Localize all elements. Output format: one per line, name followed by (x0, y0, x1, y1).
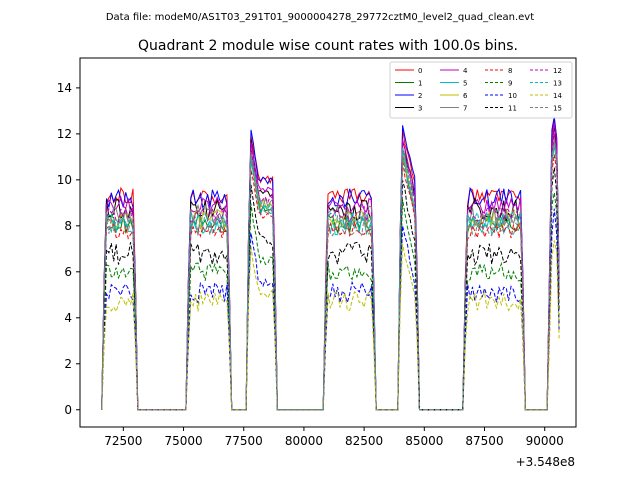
legend-label-0: 0 (418, 67, 422, 75)
legend-label-2: 2 (418, 92, 422, 100)
x-tick-label: 82500 (345, 434, 383, 448)
x-tick-label: 75000 (164, 434, 202, 448)
legend-label-12: 12 (553, 67, 562, 75)
legend-label-8: 8 (508, 67, 512, 75)
x-tick-label: 90000 (526, 434, 564, 448)
legend-box (389, 61, 573, 119)
legend-label-10: 10 (508, 92, 517, 100)
series-line-2 (101, 116, 560, 411)
series-line-0 (101, 119, 560, 411)
legend-label-11: 11 (508, 105, 517, 113)
series-line-15 (101, 139, 560, 411)
y-tick-label: 6 (64, 265, 72, 279)
legend-label-5: 5 (463, 80, 467, 88)
legend-label-7: 7 (463, 105, 467, 113)
y-tick-label: 14 (57, 81, 72, 95)
chart-title: Quadrant 2 module wise count rates with … (138, 38, 518, 54)
series-line-14 (101, 240, 560, 411)
series-line-10 (101, 208, 560, 411)
x-tick-label: 77500 (225, 434, 263, 448)
x-tick-label: 72500 (104, 434, 142, 448)
series-line-13 (101, 142, 560, 411)
plot-frame (79, 57, 577, 428)
y-tick-label: 2 (64, 357, 72, 371)
legend-label-9: 9 (508, 80, 512, 88)
y-tick-label: 8 (64, 219, 72, 233)
series-line-3 (101, 125, 560, 411)
legend-label-4: 4 (463, 67, 468, 75)
legend-label-13: 13 (553, 80, 562, 88)
x-tick-label: 80000 (285, 434, 323, 448)
legend-label-14: 14 (553, 92, 562, 100)
legend-label-6: 6 (463, 92, 468, 100)
y-tick-label: 12 (57, 127, 72, 141)
legend-label-15: 15 (553, 105, 562, 113)
legend-label-1: 1 (418, 80, 422, 88)
y-tick-label: 10 (57, 173, 72, 187)
y-tick-label: 0 (64, 403, 72, 417)
x-offset-label: +3.548e8 (516, 455, 575, 469)
series-line-6 (101, 142, 560, 411)
y-tick-label: 4 (64, 311, 72, 325)
series-line-4 (101, 123, 560, 411)
series-line-1 (101, 140, 560, 411)
chart-suptitle: Data file: modeM0/AS1T03_291T01_90000042… (106, 12, 534, 23)
axes: 72500 75000 77500 80000 82500 85000 87500 90000… (57, 81, 564, 448)
x-tick-label: 85000 (405, 434, 443, 448)
x-tick-label: 87500 (465, 434, 503, 448)
plot-lines (101, 116, 560, 411)
legend-label-3: 3 (418, 105, 422, 113)
